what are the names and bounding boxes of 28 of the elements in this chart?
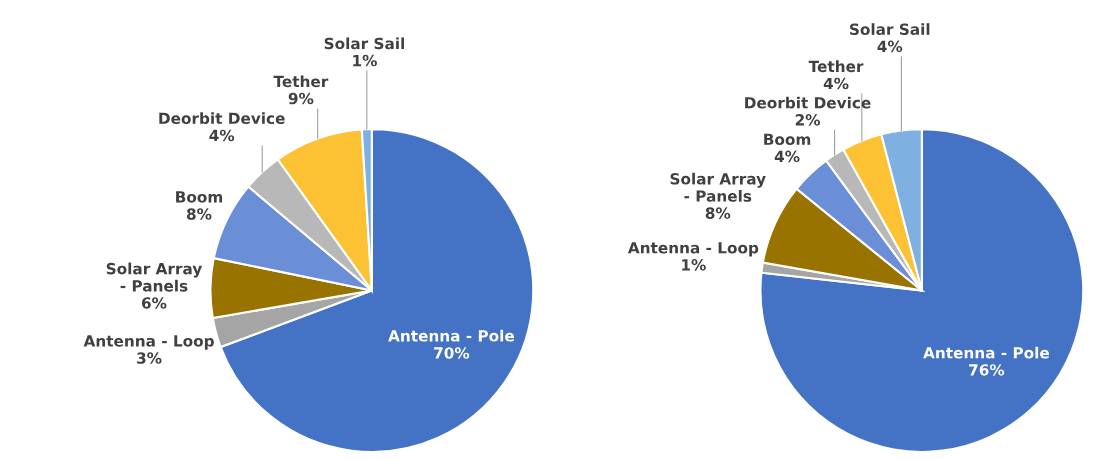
data-label: 8%	[186, 208, 212, 220]
data-label: 1%	[682, 259, 706, 271]
data-label: 76%	[969, 364, 1005, 376]
slice-label: Antenna - Pole	[388, 329, 515, 342]
data-label: 4%	[823, 77, 849, 90]
slice-label: Tether	[273, 75, 329, 88]
slice-label: Solar Array - Panels	[670, 172, 766, 202]
slice-label: Boom	[176, 191, 223, 203]
slice-label: Antenna - Pole	[923, 346, 1050, 359]
slice-label: Tether	[808, 60, 864, 73]
data-label: 4%	[774, 150, 800, 163]
slice-label: Solar Sail	[850, 23, 930, 36]
data-label: 8%	[705, 207, 731, 219]
data-label: 6%	[141, 297, 167, 309]
data-label: 1%	[353, 54, 377, 67]
data-label: 3%	[137, 352, 162, 364]
data-label: 4%	[877, 40, 903, 53]
slice-label: Deorbit Device	[745, 96, 871, 109]
data-label: 4%	[209, 129, 235, 142]
slice-label: Boom	[764, 133, 811, 146]
data-label: 9%	[288, 92, 314, 105]
slice-label: Deorbit Device	[159, 112, 285, 125]
data-label: 2%	[795, 114, 821, 126]
slice-label: Antenna - Loop	[627, 242, 759, 257]
slice-label: Solar Sail	[324, 37, 405, 50]
slice-label: Solar Array - Panels	[106, 262, 202, 292]
slice-label: Antenna - Loop	[83, 335, 214, 350]
data-label: 70%	[434, 347, 470, 359]
